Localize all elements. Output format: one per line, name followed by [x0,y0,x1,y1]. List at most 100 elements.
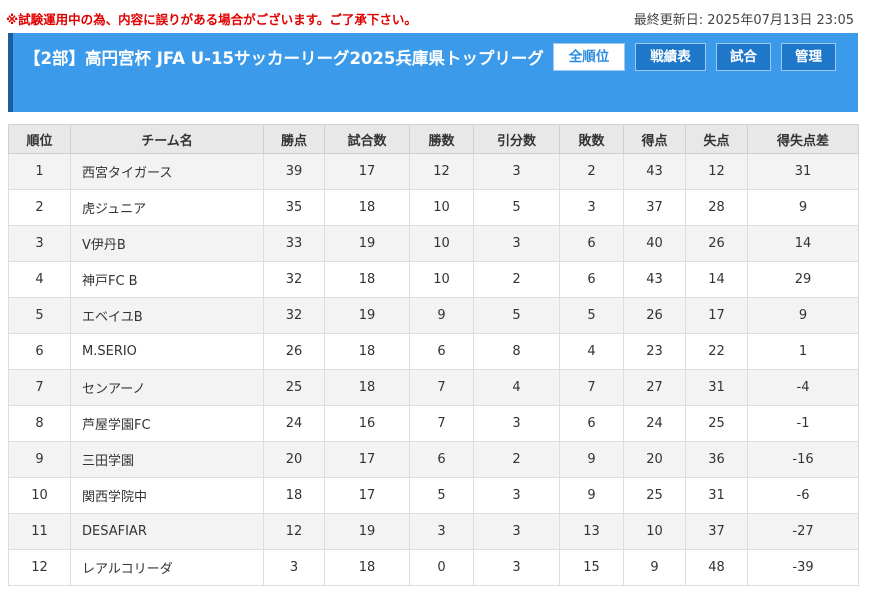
cell-points: 20 [263,441,325,478]
cell-wins: 6 [409,441,474,478]
cell-goals-for: 40 [623,225,686,262]
cell-wins: 5 [409,477,474,514]
cell-goal-difference: 9 [747,189,859,226]
cell-points: 24 [263,405,325,442]
cell-rank: 11 [8,513,71,550]
cell-goals-for: 37 [623,189,686,226]
cell-played: 16 [324,405,410,442]
cell-goal-difference: -27 [747,513,859,550]
cell-draws: 2 [473,441,560,478]
cell-team-name[interactable]: DESAFIAR [70,513,264,550]
cell-goal-difference: -1 [747,405,859,442]
cell-played: 19 [324,297,410,334]
cell-goal-difference: -4 [747,369,859,406]
table-row: 7 センアーノ 25 18 7 4 7 27 31 -4 [8,369,859,406]
cell-draws: 3 [473,513,560,550]
last-updated: 最終更新日: 2025年07月13日 23:05 [633,13,854,28]
cell-goals-for: 9 [623,549,686,586]
cell-goals-for: 24 [623,405,686,442]
cell-rank: 4 [8,261,71,298]
cell-goals-for: 25 [623,477,686,514]
cell-team-name[interactable]: レアルコリーダ [70,549,264,586]
standings-table: 順位 チーム名 勝点 試合数 勝数 引分数 敗数 得点 失点 得失点差 1 西宮タ… [8,124,859,586]
cell-goals-for: 10 [623,513,686,550]
table-row: 2 虎ジュニア 35 18 10 5 3 37 28 9 [8,189,859,226]
cell-team-name[interactable]: 神戸FC B [70,261,264,298]
cell-draws: 2 [473,261,560,298]
cell-goals-for: 26 [623,297,686,334]
cell-team-name[interactable]: 虎ジュニア [70,189,264,226]
cell-losses: 5 [559,297,624,334]
cell-rank: 8 [8,405,71,442]
cell-losses: 3 [559,189,624,226]
cell-played: 19 [324,513,410,550]
column-header-rank: 順位 [8,124,71,154]
cell-goals-against: 36 [685,441,748,478]
league-title: 【2部】高円宮杯 JFA U-15サッカーリーグ2025兵庫県トップリーグ [24,49,544,68]
cell-goals-against: 26 [685,225,748,262]
cell-draws: 3 [473,225,560,262]
column-header-losses: 敗数 [559,124,624,154]
cell-losses: 6 [559,225,624,262]
cell-goals-against: 12 [685,153,748,190]
table-row: 8 芦屋学園FC 24 16 7 3 6 24 25 -1 [8,405,859,442]
cell-goal-difference: -16 [747,441,859,478]
cell-rank: 9 [8,441,71,478]
cell-goals-against: 31 [685,369,748,406]
column-header-goal-difference: 得失点差 [747,124,859,154]
all-standings-button[interactable]: 全順位 [553,43,625,71]
cell-played: 18 [324,189,410,226]
cell-team-name[interactable]: 関西学院中 [70,477,264,514]
cell-rank: 3 [8,225,71,262]
cell-goals-against: 17 [685,297,748,334]
cell-team-name[interactable]: M.SERIO [70,333,264,370]
cell-team-name[interactable]: 芦屋学園FC [70,405,264,442]
cell-losses: 7 [559,369,624,406]
table-row: 6 M.SERIO 26 18 6 8 4 23 22 1 [8,333,859,370]
cell-goals-for: 20 [623,441,686,478]
column-header-played: 試合数 [324,124,410,154]
cell-draws: 3 [473,405,560,442]
table-row: 12 レアルコリーダ 3 18 0 3 15 9 48 -39 [8,549,859,586]
table-row: 3 V伊丹B 33 19 10 3 6 40 26 14 [8,225,859,262]
cell-points: 25 [263,369,325,406]
cell-played: 18 [324,261,410,298]
cell-wins: 10 [409,225,474,262]
cell-team-name[interactable]: 三田学園 [70,441,264,478]
cell-team-name[interactable]: V伊丹B [70,225,264,262]
matches-button[interactable]: 試合 [716,43,771,71]
cell-rank: 5 [8,297,71,334]
league-header: 【2部】高円宮杯 JFA U-15サッカーリーグ2025兵庫県トップリーグ 全順… [8,33,858,112]
cell-rank: 7 [8,369,71,406]
cell-team-name[interactable]: 西宮タイガース [70,153,264,190]
cell-losses: 13 [559,513,624,550]
table-row: 5 エベイユB 32 19 9 5 5 26 17 9 [8,297,859,334]
cell-losses: 9 [559,441,624,478]
cell-points: 12 [263,513,325,550]
cell-points: 35 [263,189,325,226]
cell-team-name[interactable]: センアーノ [70,369,264,406]
cell-played: 18 [324,549,410,586]
cell-goals-for: 23 [623,333,686,370]
cell-goals-for: 43 [623,261,686,298]
cell-losses: 15 [559,549,624,586]
trial-notice: ※試験運用中の為、内容に誤りがある場合がございます。ご了承下さい。 [6,12,417,27]
cell-losses: 6 [559,261,624,298]
cell-played: 18 [324,333,410,370]
cell-rank: 6 [8,333,71,370]
admin-button[interactable]: 管理 [781,43,836,71]
table-row: 11 DESAFIAR 12 19 3 3 13 10 37 -27 [8,513,859,550]
results-table-button[interactable]: 戦績表 [635,43,706,71]
cell-played: 17 [324,477,410,514]
cell-losses: 9 [559,477,624,514]
column-header-points: 勝点 [263,124,325,154]
cell-team-name[interactable]: エベイユB [70,297,264,334]
cell-rank: 2 [8,189,71,226]
cell-points: 26 [263,333,325,370]
cell-wins: 7 [409,405,474,442]
cell-wins: 3 [409,513,474,550]
cell-goal-difference: -39 [747,549,859,586]
cell-goal-difference: 9 [747,297,859,334]
cell-goals-against: 48 [685,549,748,586]
table-row: 4 神戸FC B 32 18 10 2 6 43 14 29 [8,261,859,298]
